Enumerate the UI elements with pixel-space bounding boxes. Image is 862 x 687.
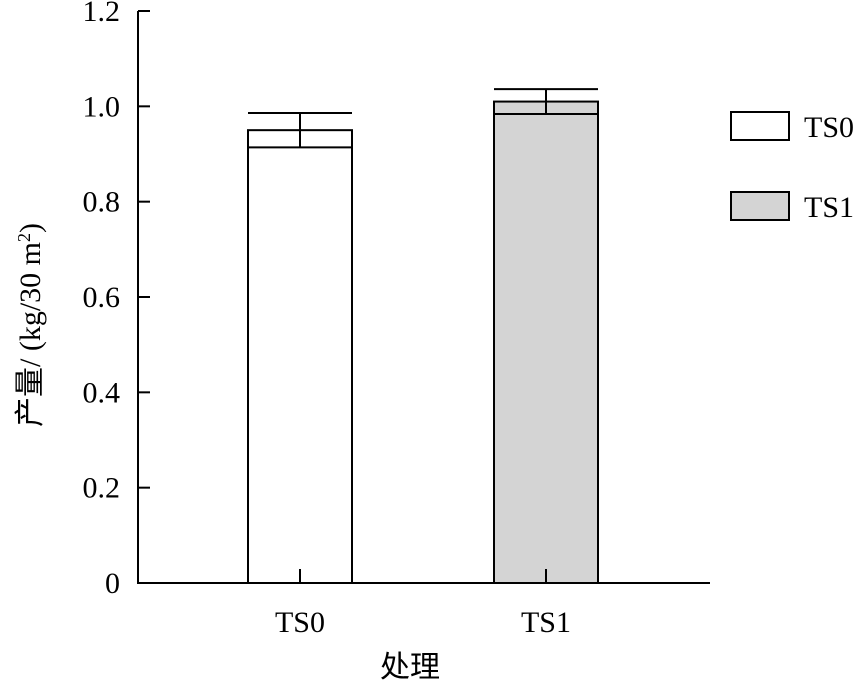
- y-tick-label: 0.4: [83, 376, 121, 409]
- y-ticks: 0 0.2 0.4 0.6 0.8 1.0 1.2: [83, 0, 150, 600]
- bar-ts1: [493, 100, 599, 584]
- y-axis-title: 产量/ (kg/30 m2): [14, 223, 47, 427]
- legend-swatch-ts1: [730, 191, 790, 221]
- bars: [247, 88, 599, 585]
- x-tick-label: TS1: [521, 606, 571, 639]
- x-axis-title: 处理: [380, 651, 440, 684]
- y-tick-label: 1.0: [83, 90, 121, 123]
- y-tick-label: 0.6: [83, 281, 121, 314]
- x-tick-label: TS0: [275, 606, 325, 639]
- y-tick-label: 0.8: [83, 186, 121, 219]
- y-tick-label: 0: [105, 567, 120, 600]
- legend: TS0 TS1: [730, 111, 854, 224]
- y-tick-label: 0.2: [83, 472, 121, 505]
- legend-swatch-ts0: [730, 111, 790, 141]
- y-axis-title-main: 产量/ (kg/30 m: [14, 242, 47, 427]
- y-tick-label: 1.2: [83, 0, 121, 28]
- bar-ts0: [247, 129, 353, 585]
- y-axis-title-end: ): [14, 223, 47, 233]
- y-axis-title-sup: 2: [14, 233, 34, 242]
- legend-label-ts1: TS1: [804, 191, 854, 224]
- legend-label-ts0: TS0: [804, 111, 854, 144]
- x-category-labels: TS0 TS1: [275, 569, 571, 639]
